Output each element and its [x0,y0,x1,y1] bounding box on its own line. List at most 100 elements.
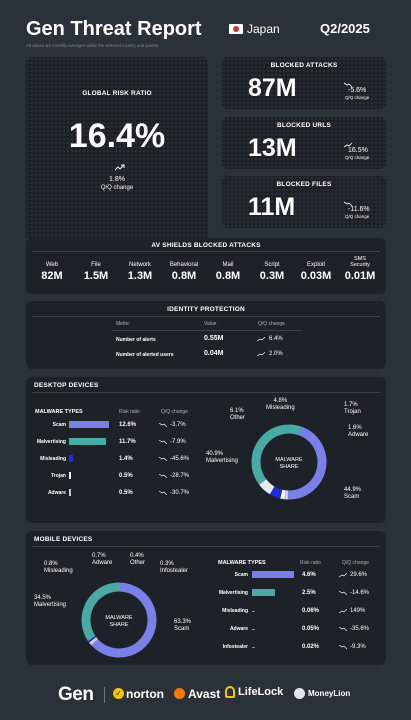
identity-title: IDENTITY PROTECTION [167,306,245,313]
donut-slice [259,479,275,495]
trend-down-icon [339,627,347,632]
gen-logo: Gen [58,684,94,705]
donut-slice [287,426,327,500]
trend-up-icon [344,142,353,148]
mobile-row-bar [252,589,275,596]
desktop-row-bar [69,455,74,462]
desktop-label-trojan: 1.7% Trojan [344,402,361,415]
desktop-row-name: Malvertising [36,439,66,445]
avast-icon [174,688,185,699]
lifelock-icon [225,686,235,698]
desktop-row-change: -28.7% [170,473,190,479]
norton-check-icon: ✓ [113,688,124,699]
trend-down-icon [159,440,167,445]
mobile-header-ratio: Risk ratio [300,560,321,566]
trend-down-icon [159,457,167,462]
norton-logo: norton [126,687,164,701]
desktop-row-bar [69,489,71,496]
desktop-row-bar [69,421,109,428]
donut-slice [280,489,286,500]
desktop-row-change: -30.7% [170,490,190,496]
mobile-row-bar [252,571,294,578]
desktop-row-change: -7.9% [170,439,186,445]
identity-header-change: Q/Q change [258,321,285,327]
global-risk-change-label: Q/Q change [100,185,134,191]
mobile-row-change: 149% [350,608,366,614]
kpi-label: BLOCKED URLS [276,122,332,129]
kpi-change-label: Q/Q change [345,214,370,219]
donut-slice [90,638,98,645]
identity-metric: Number of alerts [116,337,156,343]
desktop-row-name: Misleading [40,456,66,462]
mobile-row-bar [252,647,255,648]
mobile-row-ratio: 4.6% [302,572,316,578]
desktop-label-other: 6.1% Other [230,408,246,421]
kpi-card-attacks: BLOCKED ATTACKS 87M -5.6% Q/Q change [222,57,386,109]
trend-down-icon [339,591,347,596]
av-item-network: Network 1.3M [127,262,153,282]
donut-slice [91,582,157,658]
mobile-row-name: Infostealer [222,644,248,650]
av-shields-items: Web 82M File 1.5M Network 1.3M Behavioral 0.… [30,256,382,290]
av-shields-card: AV SHIELDS BLOCKED ATTACKS Web 82M File 1.… [26,238,386,294]
donut-slice [269,486,283,499]
trend-up-icon [339,609,347,614]
desktop-row-change: -3.7% [170,422,186,428]
desktop-title: DESKTOP DEVICES [34,382,99,389]
mobile-row-change: -9.3% [350,644,366,650]
desktop-donut-chart [251,424,327,500]
mobile-header-change: Q/Q change [342,560,369,566]
av-item-file: File 1.5M [83,262,109,282]
donut-slice [89,637,98,644]
avast-logo: Avast [188,687,221,701]
kpi-label: BLOCKED ATTACKS [270,62,338,69]
mobile-label-adware: 0.7% Adware [92,553,113,566]
trend-down-icon [339,645,347,650]
kpi-value: 11M [248,193,296,221]
identity-value: 0.04M [204,350,224,357]
desktop-row-ratio: 1.4% [119,456,133,462]
desktop-label-misleading: 4.8% Misleading [266,398,295,411]
desktop-row-bar [69,438,107,445]
kpi-label: BLOCKED FILES [276,181,332,188]
footer-brands: Gen ✓ norton Avast LifeLock MoneyLion [0,678,411,712]
donut-slice [251,424,302,485]
desktop-row-name: Adware [47,490,66,496]
mobile-row-ratio: 2.5% [302,590,316,596]
av-item-exploit: Exploit 0.03M [300,262,332,282]
kpi-value: 13M [248,134,297,162]
trend-down-icon [344,201,353,207]
mobile-row-ratio: 0.02% [302,644,320,650]
flag-icon [229,24,243,34]
mobile-card: MOBILE DEVICES MALWARE SHARE 0.8% Mislead… [26,531,386,665]
trend-down-icon [159,491,167,496]
mobile-row-name: Adware [229,626,248,632]
identity-header-value: Value [204,321,217,327]
mobile-row-change: -35.6% [350,626,370,632]
mobile-title: MOBILE DEVICES [34,536,93,543]
desktop-row-ratio: 0.5% [119,490,133,496]
mobile-row-bar [252,611,255,612]
desktop-header-types: MALWARE TYPES [35,409,83,415]
mobile-row-ratio: 0.06% [302,608,320,614]
mobile-donut-chart [81,582,157,658]
kpi-change: -5.6% [348,87,367,94]
kpi-change: -11.6% [348,206,370,213]
mobile-row-bar [252,629,255,630]
donut-slice [87,635,97,643]
identity-change: 6.4% [269,336,283,342]
mobile-row-name: Scam [234,572,248,578]
desktop-header-change: Q/Q change [161,409,188,415]
mobile-label-malvertising: 34.5% Malvertising [34,595,67,608]
identity-value: 0.55M [204,335,224,342]
donut-slice [81,582,120,642]
kpi-change-label: Q/Q change [345,155,370,160]
country-label: Japan [247,22,280,36]
desktop-label-adware: 1.6% Adware [348,425,369,438]
mobile-donut-center: MALWARE SHARE [105,615,133,628]
lifelock-logo: LifeLock [238,686,284,698]
kpi-card-urls: BLOCKED URLS 13M 16.5% Q/Q change [222,117,386,169]
mobile-row-name: Malvertising [218,590,248,596]
desktop-donut-center: MALWARE SHARE [275,457,303,470]
kpi-change: 16.5% [348,147,368,154]
